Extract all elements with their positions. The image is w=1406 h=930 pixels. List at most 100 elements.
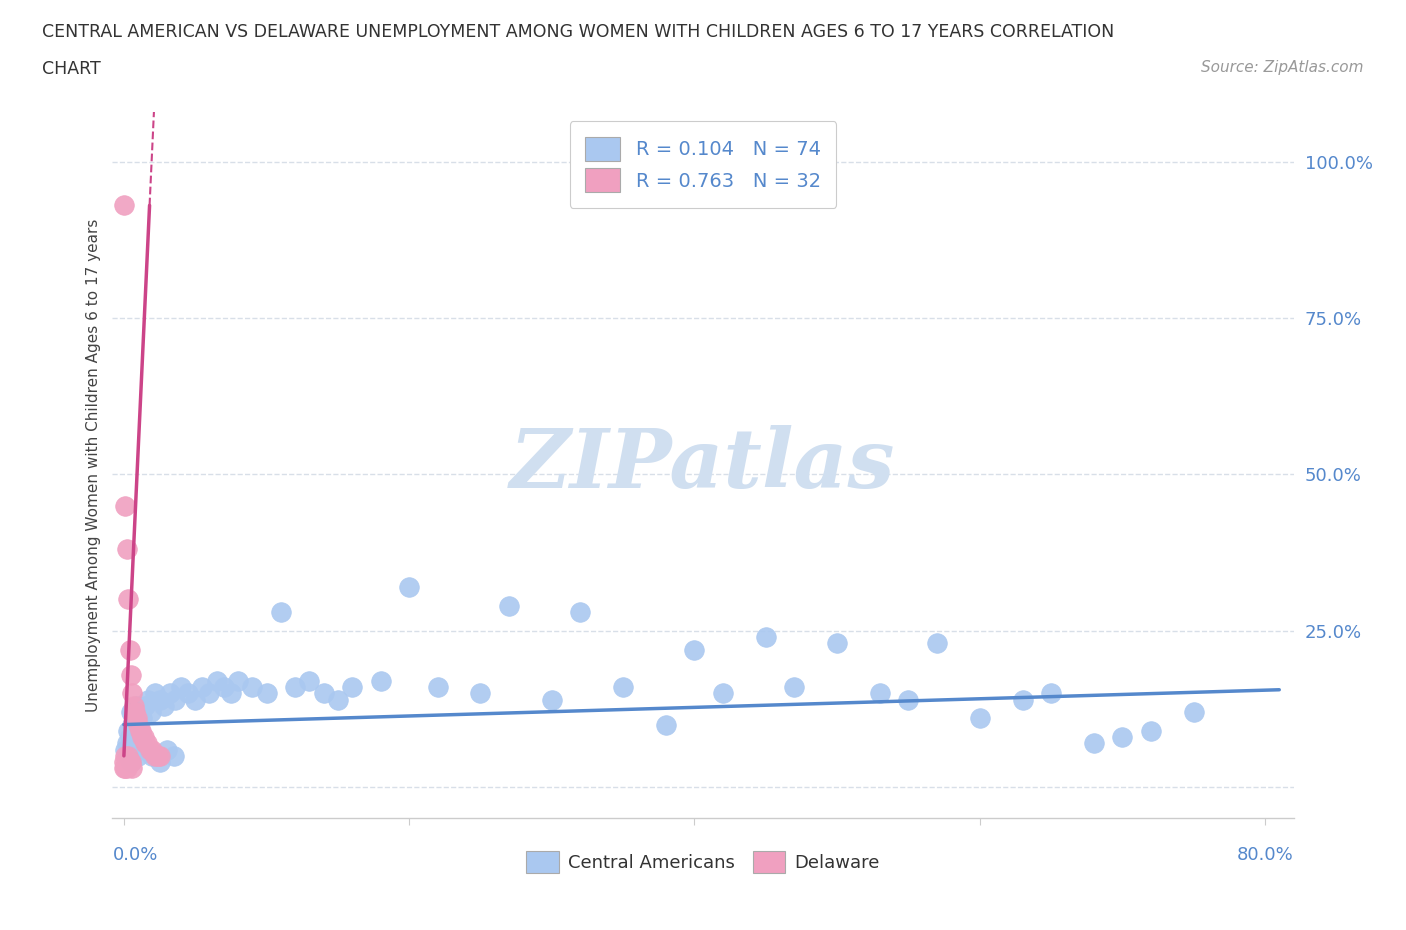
Point bbox=[117, 749, 139, 764]
Text: 80.0%: 80.0% bbox=[1237, 846, 1294, 864]
Point bbox=[114, 749, 136, 764]
Point bbox=[191, 680, 214, 695]
Legend: Central Americans, Delaware: Central Americans, Delaware bbox=[519, 844, 887, 880]
Point bbox=[825, 636, 848, 651]
Point bbox=[1140, 724, 1163, 738]
Point bbox=[141, 749, 163, 764]
Point bbox=[122, 698, 145, 713]
Text: CENTRAL AMERICAN VS DELAWARE UNEMPLOYMENT AMONG WOMEN WITH CHILDREN AGES 6 TO 17: CENTRAL AMERICAN VS DELAWARE UNEMPLOYMEN… bbox=[42, 23, 1115, 41]
Point bbox=[127, 717, 149, 732]
Point bbox=[112, 761, 135, 776]
Point bbox=[1182, 705, 1205, 720]
Point bbox=[212, 680, 235, 695]
Point bbox=[148, 749, 170, 764]
Point bbox=[897, 692, 920, 707]
Point bbox=[148, 692, 170, 707]
Point bbox=[711, 685, 734, 700]
Point bbox=[112, 754, 135, 769]
Point bbox=[131, 730, 153, 745]
Point bbox=[783, 680, 806, 695]
Point bbox=[120, 705, 142, 720]
Point bbox=[114, 498, 136, 513]
Point bbox=[340, 680, 363, 695]
Point bbox=[127, 749, 149, 764]
Point bbox=[128, 724, 150, 738]
Point bbox=[143, 749, 166, 764]
Point bbox=[122, 711, 145, 725]
Point bbox=[120, 667, 142, 682]
Point bbox=[177, 685, 200, 700]
Point bbox=[120, 754, 142, 769]
Point bbox=[612, 680, 634, 695]
Point bbox=[138, 742, 160, 757]
Point bbox=[139, 705, 162, 720]
Point bbox=[240, 680, 263, 695]
Point bbox=[156, 742, 179, 757]
Point bbox=[146, 749, 169, 764]
Point bbox=[1040, 685, 1063, 700]
Point bbox=[117, 749, 139, 764]
Point bbox=[540, 692, 562, 707]
Point bbox=[121, 717, 143, 732]
Point bbox=[115, 542, 138, 557]
Point bbox=[569, 604, 592, 619]
Point bbox=[498, 598, 520, 613]
Point bbox=[132, 730, 155, 745]
Point bbox=[165, 692, 187, 707]
Point bbox=[135, 736, 157, 751]
Y-axis label: Unemployment Among Women with Children Ages 6 to 17 years: Unemployment Among Women with Children A… bbox=[86, 219, 101, 711]
Point bbox=[114, 761, 136, 776]
Point bbox=[205, 673, 228, 688]
Point bbox=[112, 198, 135, 213]
Point bbox=[755, 630, 778, 644]
Point bbox=[129, 705, 152, 720]
Point bbox=[134, 736, 156, 751]
Point bbox=[125, 711, 148, 725]
Point bbox=[124, 705, 146, 720]
Point bbox=[219, 685, 242, 700]
Point bbox=[170, 680, 193, 695]
Point bbox=[115, 761, 138, 776]
Point bbox=[370, 673, 392, 688]
Point bbox=[198, 685, 221, 700]
Point bbox=[118, 642, 141, 657]
Point bbox=[256, 685, 278, 700]
Point bbox=[163, 749, 186, 764]
Point bbox=[1083, 736, 1105, 751]
Point bbox=[118, 742, 141, 757]
Point bbox=[124, 724, 146, 738]
Point bbox=[125, 698, 148, 713]
Point bbox=[141, 742, 163, 757]
Point bbox=[121, 761, 143, 776]
Point bbox=[683, 642, 706, 657]
Point bbox=[470, 685, 492, 700]
Point bbox=[118, 730, 141, 745]
Point bbox=[136, 692, 159, 707]
Point bbox=[134, 742, 156, 757]
Point bbox=[312, 685, 335, 700]
Point bbox=[655, 717, 678, 732]
Text: CHART: CHART bbox=[42, 60, 101, 78]
Point bbox=[129, 736, 152, 751]
Point bbox=[1111, 730, 1133, 745]
Text: 0.0%: 0.0% bbox=[112, 846, 157, 864]
Point bbox=[114, 742, 136, 757]
Point bbox=[117, 724, 139, 738]
Text: ZIPatlas: ZIPatlas bbox=[510, 425, 896, 505]
Point bbox=[426, 680, 449, 695]
Point bbox=[969, 711, 991, 725]
Point bbox=[127, 717, 149, 732]
Point bbox=[143, 685, 166, 700]
Point bbox=[118, 754, 141, 769]
Point bbox=[121, 685, 143, 700]
Point bbox=[226, 673, 249, 688]
Point bbox=[128, 724, 150, 738]
Point bbox=[121, 749, 143, 764]
Point bbox=[115, 736, 138, 751]
Point bbox=[134, 698, 156, 713]
Text: Source: ZipAtlas.com: Source: ZipAtlas.com bbox=[1201, 60, 1364, 75]
Point bbox=[115, 754, 138, 769]
Point bbox=[1011, 692, 1033, 707]
Point bbox=[284, 680, 307, 695]
Point bbox=[129, 724, 152, 738]
